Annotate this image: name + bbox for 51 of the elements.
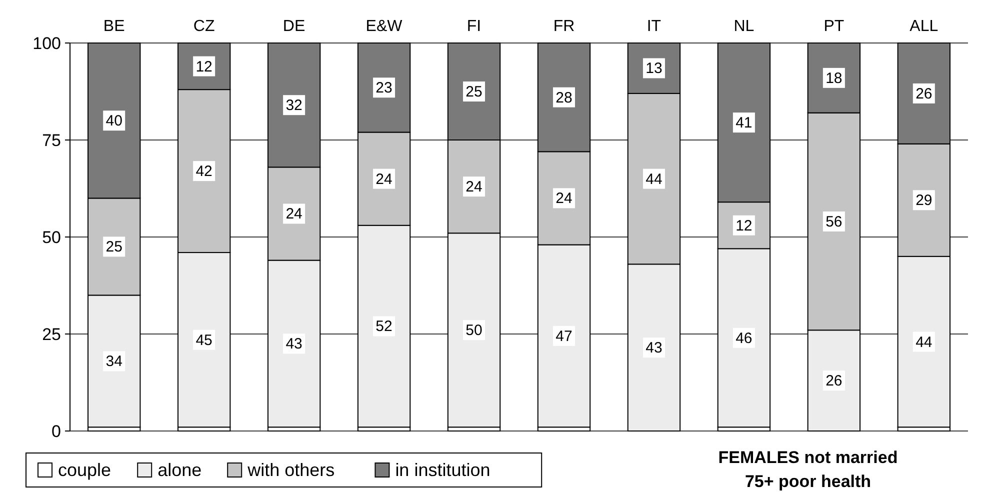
x-tick-label: CZ (193, 18, 215, 35)
data-label: 50 (466, 322, 482, 340)
data-label: 18 (826, 70, 842, 87)
data-label: 24 (556, 190, 572, 208)
data-label: 56 (826, 213, 842, 230)
data-label: 23 (376, 80, 392, 97)
data-label: 26 (916, 85, 932, 102)
text: 75+ poor health (744, 472, 872, 491)
data-label: 29 (916, 192, 932, 210)
y-tick-label: 100 (32, 34, 61, 53)
y-tick-label: 75 (42, 131, 61, 150)
legend-label: in institution (395, 460, 490, 480)
y-tick-label: 0 (52, 422, 61, 441)
data-label: 13 (646, 60, 662, 78)
data-label: 41 (736, 114, 752, 132)
x-tick-label: NL (734, 18, 754, 35)
x-tick-label: ALL (910, 18, 938, 35)
data-label: 43 (646, 340, 662, 357)
x-tick-label: FR (553, 18, 575, 35)
data-label: 40 (106, 112, 122, 130)
data-label: 28 (556, 89, 572, 106)
data-label: 24 (466, 178, 482, 196)
x-tick-label: IT (646, 18, 662, 35)
y-tick-label: 25 (42, 325, 61, 344)
data-label: 32 (286, 97, 302, 114)
x-tick-label: PT (824, 18, 844, 35)
data-label: 43 (286, 336, 302, 353)
data-label: 12 (736, 217, 752, 234)
data-label: 24 (376, 170, 392, 188)
data-label: 24 (286, 206, 302, 223)
data-label: 12 (196, 58, 212, 76)
data-label: 25 (466, 84, 482, 100)
data-label: 42 (196, 163, 212, 180)
legend-label: couple (58, 460, 112, 480)
x-tick-label: DE (282, 18, 306, 35)
data-label: 25 (106, 238, 122, 256)
data-label: 26 (826, 372, 842, 390)
data-label: 46 (736, 330, 752, 347)
x-tick-label: BE (103, 18, 125, 35)
data-label: 44 (916, 334, 932, 351)
data-label: 44 (646, 170, 662, 188)
data-label: 45 (196, 332, 212, 349)
y-tick-label: 50 (42, 228, 61, 247)
data-label: 47 (556, 328, 572, 345)
legend-label: alone (158, 460, 202, 480)
legend-label: with others (246, 460, 335, 480)
x-tick-label: FI (466, 18, 482, 35)
text: FEMALES not married (718, 448, 898, 467)
data-label: 52 (376, 318, 392, 336)
data-label: 34 (106, 353, 122, 370)
x-tick-label: E&W (366, 18, 404, 35)
